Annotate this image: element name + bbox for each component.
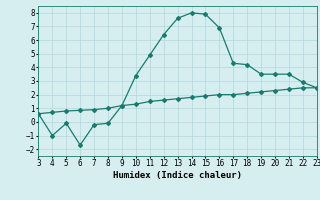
X-axis label: Humidex (Indice chaleur): Humidex (Indice chaleur)	[113, 171, 242, 180]
